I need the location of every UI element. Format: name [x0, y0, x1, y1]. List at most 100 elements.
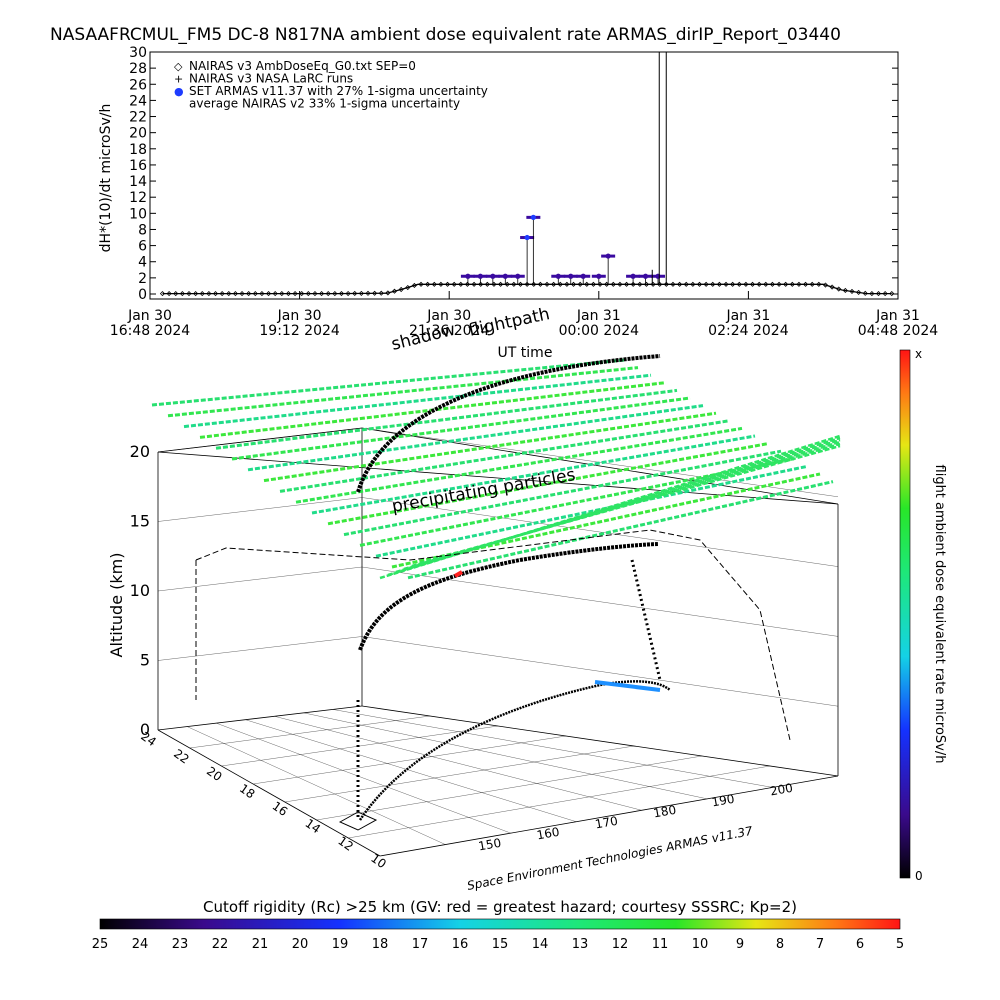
nairas-marker — [405, 284, 411, 291]
lon-tick-label: 160 — [536, 825, 561, 843]
lon-tick-label: 170 — [594, 814, 619, 832]
legend-label: average NAIRAS v2 33% 1-sigma uncertaint… — [189, 97, 460, 111]
floor-grid-line — [284, 745, 635, 803]
nairas-marker — [862, 290, 868, 296]
armas-point — [515, 273, 521, 279]
nairas-marker — [604, 281, 610, 287]
rc-tick-label: 23 — [172, 937, 189, 952]
nairas-marker — [186, 291, 192, 297]
nairas-marker — [226, 291, 232, 297]
sheet-row — [375, 464, 808, 558]
nairas-marker — [451, 281, 457, 287]
nairas-marker — [444, 281, 451, 287]
nairas-marker — [564, 281, 570, 287]
armas-point — [580, 273, 586, 279]
lon-tick-label: 150 — [477, 836, 502, 854]
frame-edge — [157, 705, 363, 731]
lat-tick-label: 20 — [204, 764, 225, 784]
nairas-marker — [292, 291, 298, 297]
y-tick-label: 26 — [129, 77, 147, 93]
rc-colorbar: Cutoff rigidity (Rc) >25 km (GV: red = g… — [92, 898, 904, 952]
nairas-marker — [438, 281, 444, 287]
credit-text: Space Environment Technologies ARMAS v11… — [466, 824, 754, 893]
altitude-tick-label: 5 — [140, 651, 150, 670]
nairas-marker — [305, 291, 311, 297]
altitude-axis-label: Altitude (km) — [107, 553, 126, 658]
figure-title: NASAAFRCMUL_FM5 DC-8 N817NA ambient dose… — [50, 25, 841, 45]
descent-trace — [630, 559, 662, 681]
floor-grid-line — [253, 735, 567, 785]
nairas-marker — [716, 281, 722, 287]
nairas-marker — [279, 291, 285, 297]
mid-dose-segment — [454, 570, 463, 578]
grid-line — [361, 636, 839, 707]
y-tick-label: 12 — [129, 190, 147, 206]
nairas-marker — [597, 281, 603, 287]
nairas-marker — [749, 281, 756, 287]
x-tick-label-date: Jan 31 — [725, 308, 770, 324]
floor-grid-line — [189, 715, 431, 749]
nairas-marker — [882, 291, 888, 297]
legend-symbol: ◇ — [174, 60, 183, 73]
rc-tick-label: 24 — [132, 937, 149, 952]
x-tick-label-date: Jan 30 — [426, 308, 471, 324]
armas-point — [465, 273, 471, 279]
nairas-marker — [159, 291, 166, 297]
y-tick-label: 18 — [129, 142, 147, 158]
floor-grid-line — [216, 723, 511, 834]
nairas-marker — [338, 290, 345, 297]
rc-tick-label: 10 — [692, 937, 709, 952]
dose-colorbar-label: flight ambient dose equivalent rate micr… — [932, 465, 947, 764]
floor-grid-line — [303, 712, 708, 800]
top-y-axis-label: dH*(10)/dt microSv/h — [98, 104, 114, 253]
nairas-marker — [431, 281, 437, 287]
rc-tick-label: 16 — [452, 937, 469, 952]
armas-point — [530, 214, 536, 220]
grid-line — [157, 566, 363, 592]
x-tick-label-date: Jan 30 — [277, 308, 322, 324]
sheet-row — [279, 419, 730, 493]
x-tick-label-time: 04:48 2024 — [858, 323, 939, 339]
floor-grid-line — [316, 755, 703, 821]
armas-point — [502, 273, 508, 279]
lon-tick-label: 200 — [769, 781, 794, 799]
floor-grid-line — [187, 726, 446, 845]
nairas-marker — [763, 281, 769, 287]
grid-line — [361, 427, 839, 497]
nairas-marker — [584, 281, 590, 287]
armas-point — [490, 273, 496, 279]
nairas-marker — [590, 281, 596, 287]
nairas-marker — [624, 281, 630, 287]
nairas-marker — [265, 291, 272, 297]
shadow-projection — [195, 529, 791, 741]
nairas-marker — [690, 281, 696, 287]
nairas-marker — [889, 291, 895, 297]
nairas-marker — [842, 287, 848, 294]
precipitating-particles-sheet — [151, 358, 841, 580]
nairas-marker — [723, 281, 729, 287]
floor-grid-line — [332, 709, 773, 788]
rc-tick-label: 21 — [252, 937, 269, 952]
nairas-marker — [551, 281, 557, 287]
sheet-row — [407, 480, 834, 580]
nairas-marker — [173, 291, 179, 297]
x-tick-label-date: Jan 31 — [875, 308, 920, 324]
nairas-marker — [464, 281, 471, 287]
nairas-marker — [816, 281, 822, 287]
altitude-tick-label: 20 — [130, 442, 150, 461]
y-tick-label: 16 — [129, 158, 147, 174]
floor-dose-segment — [594, 680, 661, 692]
nairas-marker — [736, 281, 742, 287]
rc-tick-label: 18 — [372, 937, 389, 952]
nairas-marker — [544, 281, 550, 287]
nairas-marker — [856, 289, 862, 295]
y-tick-label: 22 — [129, 110, 147, 126]
nairas-marker — [610, 281, 616, 287]
nairas-marker — [378, 290, 384, 296]
x-tick-label-time: 19:12 2024 — [259, 323, 340, 339]
nairas-marker — [577, 281, 583, 287]
nairas-marker — [166, 291, 172, 297]
nairas-marker — [239, 291, 245, 297]
annotation-flightpath: flightpath — [467, 304, 552, 341]
armas-point — [630, 273, 636, 279]
